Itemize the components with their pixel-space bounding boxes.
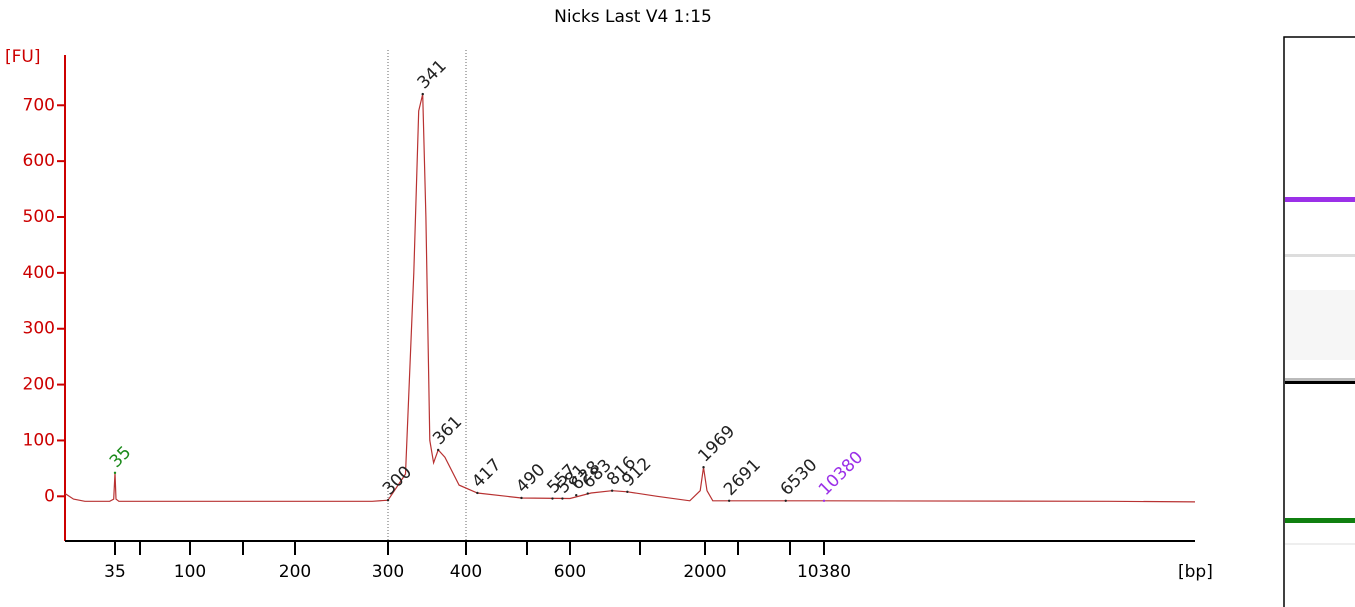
y-axis-label: [FU] bbox=[5, 47, 41, 67]
peak-marker bbox=[421, 92, 424, 96]
y-tick-label: 600 bbox=[23, 151, 55, 171]
peak-marker bbox=[436, 448, 440, 452]
peak-marker bbox=[551, 497, 554, 500]
x-tick-label: 200 bbox=[279, 562, 311, 582]
upper-marker-band bbox=[1285, 197, 1355, 202]
peak-marker bbox=[702, 466, 705, 469]
peak-marker bbox=[476, 491, 479, 495]
x-tick-label: 600 bbox=[554, 562, 586, 582]
peak-label: 1969 bbox=[694, 422, 739, 467]
peak-label: 361 bbox=[429, 412, 466, 449]
peak-label: 10380 bbox=[815, 447, 867, 499]
y-tick-label: 400 bbox=[23, 263, 55, 283]
lower-marker-band bbox=[1285, 518, 1355, 523]
x-tick-label: 35 bbox=[104, 562, 126, 582]
y-tick-label: 300 bbox=[23, 319, 55, 339]
peak-label: 341 bbox=[414, 56, 451, 93]
peak-marker bbox=[386, 499, 390, 502]
band-halo bbox=[1285, 378, 1355, 382]
peak-marker bbox=[727, 499, 731, 502]
trace bbox=[64, 93, 1196, 503]
x-tick-label: 400 bbox=[450, 562, 482, 582]
x-tick-label: 2000 bbox=[683, 562, 726, 582]
peak-marker bbox=[822, 499, 826, 502]
peak-marker bbox=[520, 496, 523, 500]
peak-marker bbox=[784, 499, 787, 502]
gel-lane bbox=[1283, 36, 1355, 607]
peak-label: 6530 bbox=[777, 455, 822, 500]
peak-marker bbox=[561, 497, 564, 500]
y-tick-label: 0 bbox=[44, 486, 55, 506]
peak-marker bbox=[626, 490, 629, 494]
y-tick-label: 700 bbox=[23, 95, 55, 115]
y-tick-label: 100 bbox=[23, 430, 55, 450]
main-band bbox=[1285, 381, 1355, 384]
peak-marker bbox=[575, 493, 578, 497]
peak-label: 300 bbox=[379, 462, 416, 499]
peak-label: 417 bbox=[468, 455, 505, 492]
smear bbox=[1285, 290, 1355, 360]
peak-marker bbox=[610, 489, 614, 492]
x-tick-label: 10380 bbox=[797, 562, 851, 582]
faint-band bbox=[1285, 254, 1355, 257]
peak-label: 490 bbox=[512, 460, 549, 497]
peak-marker bbox=[586, 492, 589, 495]
faint-band bbox=[1285, 543, 1355, 545]
chart-title: Nicks Last V4 1:15 bbox=[554, 7, 712, 27]
x-axis-label: [bp] bbox=[1178, 562, 1213, 582]
x-tick-label: 300 bbox=[372, 562, 404, 582]
peak-label: 35 bbox=[106, 442, 135, 471]
y-tick-label: 200 bbox=[23, 375, 55, 395]
peak-marker bbox=[113, 471, 117, 475]
y-tick-label: 500 bbox=[23, 207, 55, 227]
peak-label: 2691 bbox=[720, 455, 765, 500]
x-tick-label: 100 bbox=[174, 562, 206, 582]
